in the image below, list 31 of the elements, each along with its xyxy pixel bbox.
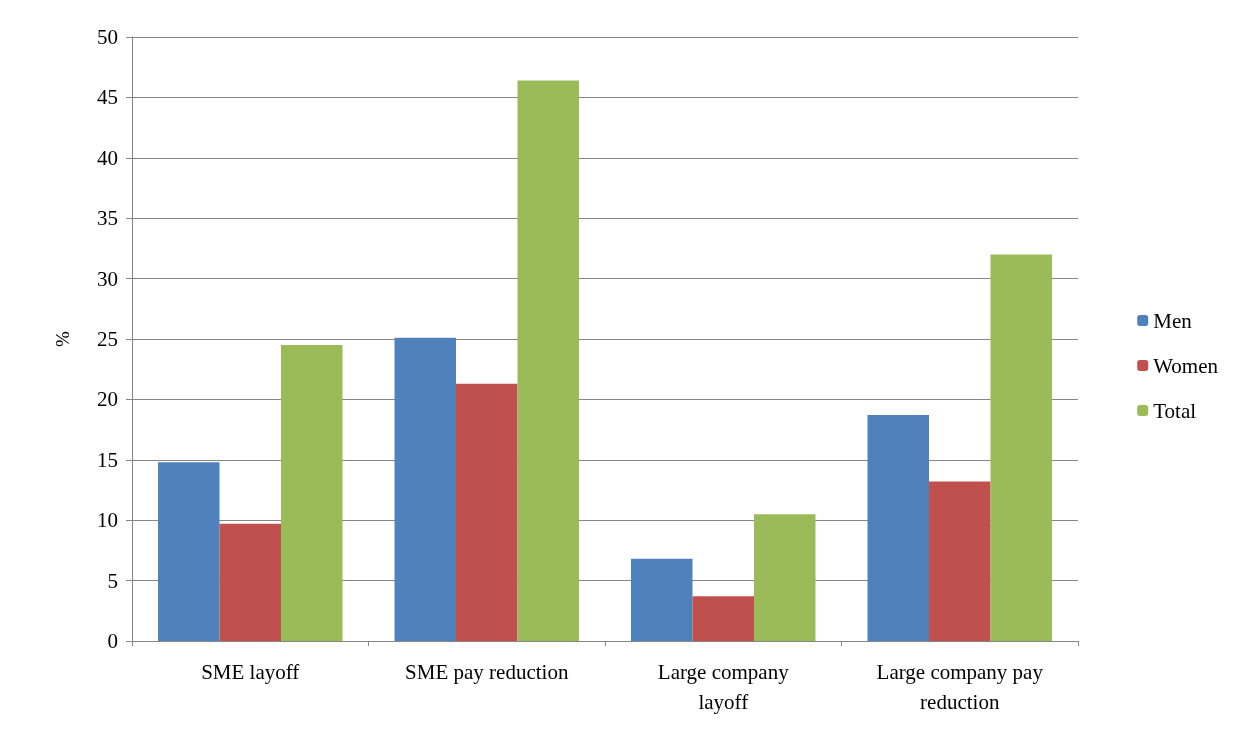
y-tick-label: 45: [97, 85, 118, 110]
bar: [517, 80, 579, 641]
legend-label: Men: [1153, 308, 1193, 333]
legend-label: Women: [1153, 353, 1219, 378]
bar: [219, 523, 281, 641]
bar: [631, 558, 693, 641]
y-tick-label: 35: [97, 206, 118, 231]
y-tick-label: 15: [97, 447, 118, 472]
x-tick-label: SME layoff: [201, 660, 300, 684]
bar: [158, 462, 220, 641]
legend-label: Total: [1153, 398, 1197, 423]
y-tick-label: 30: [97, 266, 118, 291]
x-tick-label: SME pay reduction: [405, 660, 569, 684]
bar: [867, 415, 930, 641]
y-tick-label: 0: [107, 629, 118, 653]
bar: [990, 254, 1052, 641]
y-tick-label: 10: [97, 508, 118, 533]
y-tick-label: 25: [97, 327, 118, 351]
y-tick-label: 20: [97, 387, 118, 412]
y-tick-label: 50: [97, 25, 118, 49]
x-tick-label: Large company layoff: [657, 660, 790, 714]
bar: [929, 481, 991, 641]
bar: [754, 514, 816, 641]
bar: [281, 345, 343, 641]
bar: [692, 596, 754, 641]
bar: [394, 337, 457, 641]
y-tick-label: 5: [107, 568, 118, 593]
x-tick-label: Large company pay reduction: [876, 660, 1044, 714]
y-tick-label: 40: [97, 145, 118, 170]
bar: [456, 383, 518, 641]
y-axis-title: %: [52, 330, 73, 347]
